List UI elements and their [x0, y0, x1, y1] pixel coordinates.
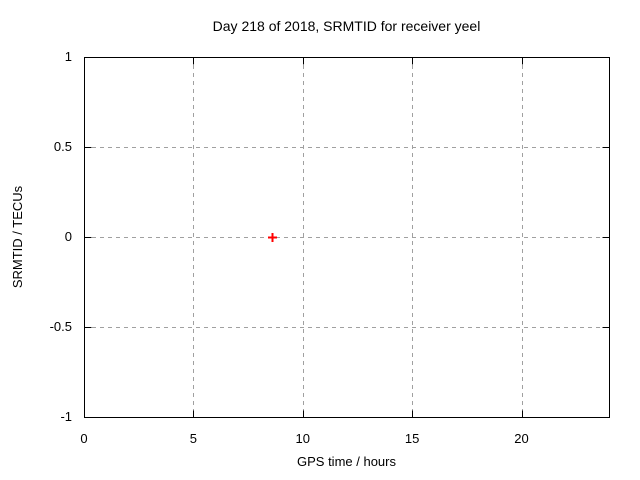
y-tick-label: -0.5 [49, 319, 72, 334]
chart-title: Day 218 of 2018, SRMTID for receiver yee… [212, 18, 481, 34]
y-tick-label: 0 [64, 229, 72, 244]
x-tick-label: 10 [295, 431, 310, 446]
x-tick-label: 15 [404, 431, 420, 446]
x-tick-label: 5 [189, 431, 197, 446]
x-tick-label: 0 [80, 431, 88, 446]
plot-border [84, 57, 610, 418]
x-tick-label: 20 [514, 431, 529, 446]
y-tick-label: 0.5 [53, 139, 72, 154]
y-tick-label: -1 [60, 409, 72, 424]
y-tick-label: 1 [64, 49, 72, 64]
x-axis-label: GPS time / hours [297, 454, 396, 469]
